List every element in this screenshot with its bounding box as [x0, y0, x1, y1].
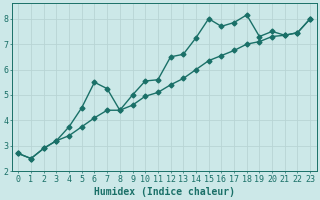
X-axis label: Humidex (Indice chaleur): Humidex (Indice chaleur) — [94, 186, 235, 197]
